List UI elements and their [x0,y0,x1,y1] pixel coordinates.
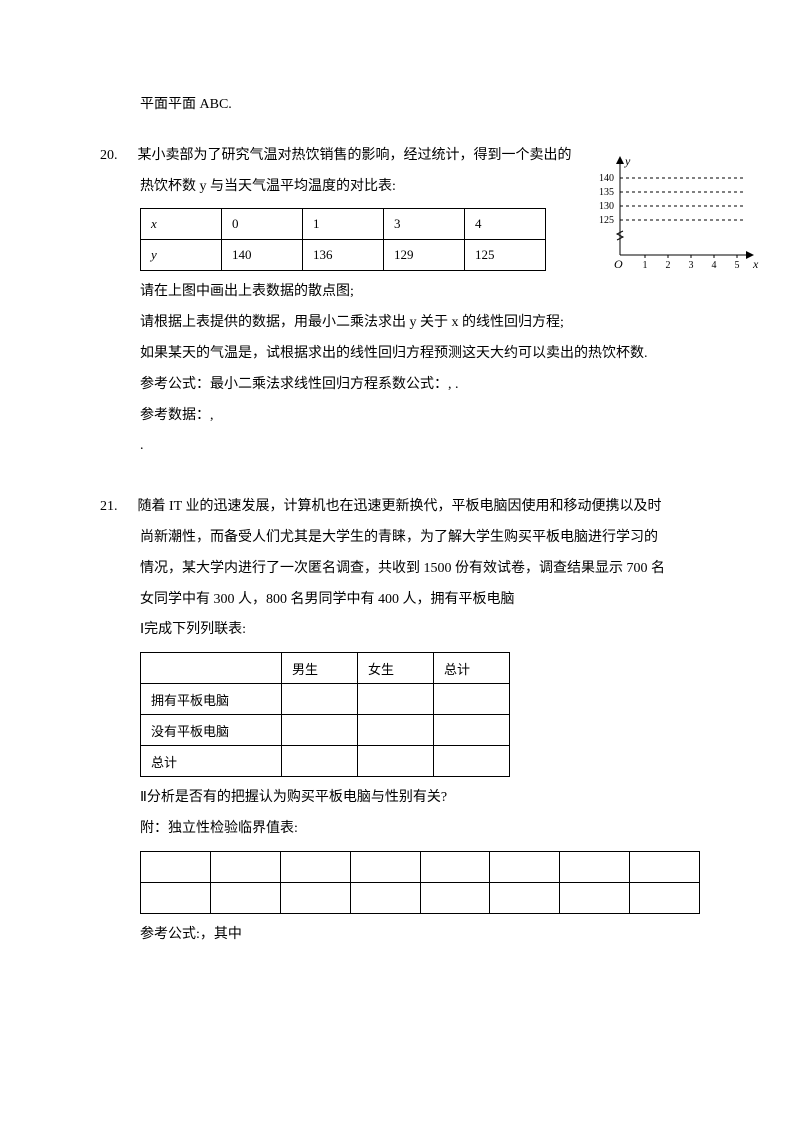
table-row: 男生 女生 总计 [141,653,510,684]
q20-l8: . [100,431,720,462]
chart-svg: 125 130 135 140 1 2 3 4 5 y x O [590,155,760,275]
q20-table: x 0 1 3 4 y 140 136 129 125 [140,208,546,271]
cell: 1 [303,209,384,240]
q20-l5: 如果某天的气温是，试根据求出的线性回归方程预测这天大约可以卖出的热饮杯数. [100,339,720,370]
q20-l1: 某小卖部为了研究气温对热饮销售的影响，经过统计，得到一个卖出的 [138,148,572,163]
cell [490,882,560,913]
cell [434,684,510,715]
table-row: 没有平板电脑 [141,715,510,746]
q21-contingency-table: 男生 女生 总计 拥有平板电脑 没有平板电脑 总计 [140,652,510,777]
cell [210,851,280,882]
cell [434,715,510,746]
cell: x [141,209,222,240]
origin-label: O [614,257,623,271]
ytick-140: 140 [599,173,614,184]
ytick-130: 130 [599,201,614,212]
cell: 拥有平板电脑 [141,684,282,715]
table-row: x 0 1 3 4 [141,209,546,240]
cell [420,851,490,882]
text: 平面平面 ABC. [140,97,232,112]
cell: 总计 [434,653,510,684]
cell [141,851,211,882]
cell [350,851,420,882]
cell [560,851,630,882]
cell: 男生 [282,653,358,684]
q21-l2: 尚新潮性，而备受人们尤其是大学生的青睐，为了解大学生购买平板电脑进行学习的 [100,523,720,554]
cell [141,882,211,913]
cell: 140 [222,240,303,271]
q20-l3: 请在上图中画出上表数据的散点图; [100,277,720,308]
table-row [141,882,700,913]
cell [434,746,510,777]
cell [630,851,700,882]
ytick-135: 135 [599,187,614,198]
table-row: y 140 136 129 125 [141,240,546,271]
cell [280,851,350,882]
cell: 没有平板电脑 [141,715,282,746]
cell [282,684,358,715]
q19-tail: 平面平面 ABC. [100,90,720,121]
cell [358,684,434,715]
cell: 0 [222,209,303,240]
q21-l4: 女同学中有 300 人，800 名男同学中有 400 人，拥有平板电脑 [100,585,720,616]
cell: 129 [384,240,465,271]
xtick-4: 4 [712,260,717,271]
cell [280,882,350,913]
table-row: 总计 [141,746,510,777]
cell [282,746,358,777]
cell [358,746,434,777]
cell: y [141,240,222,271]
q21-l3: 情况，某大学内进行了一次匿名调查，共收到 1500 份有效试卷，调查结果显示 7… [100,554,720,585]
cell: 125 [465,240,546,271]
q21-l8: 参考公式:，其中 [100,920,720,951]
cell [420,882,490,913]
q20-num: 20. [100,141,134,172]
q20-l6: 参考公式：最小二乘法求线性回归方程系数公式：, . [100,370,720,401]
cell [141,653,282,684]
xtick-2: 2 [666,260,671,271]
question-21: 21. 随着 IT 业的迅速发展，计算机也在迅速更新换代，平板电脑因使用和移动便… [100,492,720,950]
q21-l6: Ⅱ分析是否有的把握认为购买平板电脑与性别有关? [100,783,720,814]
xtick-1: 1 [643,260,648,271]
cell: 总计 [141,746,282,777]
cell: 4 [465,209,546,240]
y-axis-label: y [624,155,631,168]
cell [630,882,700,913]
cell [210,882,280,913]
cell [490,851,560,882]
table-row: 拥有平板电脑 [141,684,510,715]
x-axis-label: x [752,257,759,271]
cell: 女生 [358,653,434,684]
cell [282,715,358,746]
cell [560,882,630,913]
q20-l7: 参考数据：, [100,401,720,432]
q21-l7: 附：独立性检验临界值表: [100,814,720,845]
ytick-125: 125 [599,215,614,226]
xtick-3: 3 [689,260,694,271]
q21-l5: Ⅰ完成下列列联表: [100,615,720,646]
cell: 136 [303,240,384,271]
xtick-5: 5 [735,260,740,271]
cell: 3 [384,209,465,240]
q20-l4: 请根据上表提供的数据，用最小二乘法求出 y 关于 x 的线性回归方程; [100,308,720,339]
scatter-chart-axes: 125 130 135 140 1 2 3 4 5 y x O [590,155,760,275]
cell [358,715,434,746]
q21-num: 21. [100,492,134,523]
cell [350,882,420,913]
q21-critical-table [140,851,700,914]
q21-l1: 随着 IT 业的迅速发展，计算机也在迅速更新换代，平板电脑因使用和移动便携以及时 [138,499,662,514]
table-row [141,851,700,882]
